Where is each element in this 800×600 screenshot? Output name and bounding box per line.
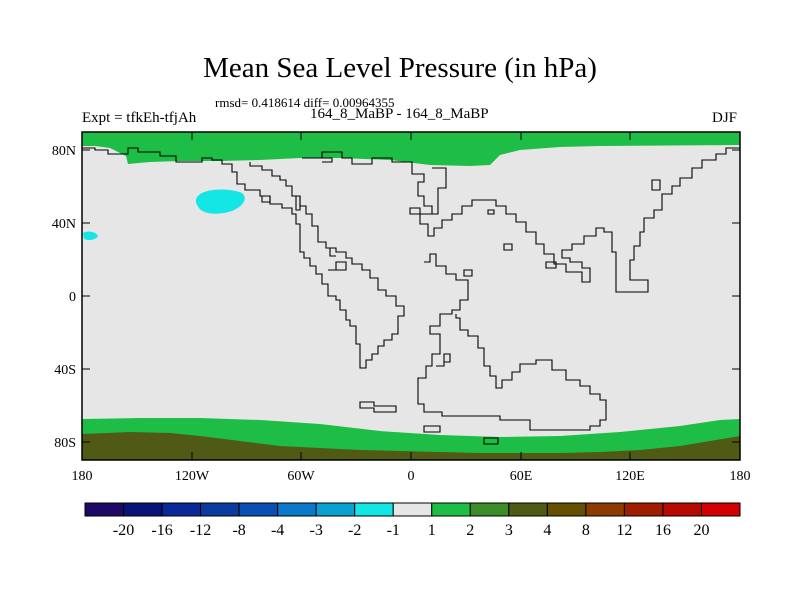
colorbar-label: 20 (693, 522, 709, 539)
north-positive-region (82, 132, 740, 166)
colorbar-label: -20 (113, 522, 134, 539)
map-panel: 80N 40N 0 40S 80S 180 120W 60W 0 60E 120… (52, 131, 751, 484)
colorbar-swatch (392, 502, 433, 517)
colorbar-swatch (508, 502, 548, 517)
colorbar-swatch (469, 502, 510, 517)
colorbar-swatch (84, 502, 125, 517)
x-tick-label: 120E (615, 469, 645, 484)
colorbar-swatch (662, 502, 702, 517)
colorbar-label: -4 (271, 522, 284, 539)
map-background (82, 132, 740, 460)
x-tick-label: 60E (510, 469, 533, 484)
y-tick-label: 0 (69, 290, 76, 305)
colorbar-label: 12 (616, 522, 632, 539)
comparison-label: 164_8_MaBP - 164_8_MaBP (310, 106, 489, 122)
colorbar-swatch (161, 502, 202, 517)
y-tick-label: 80S (54, 436, 76, 451)
colorbar-label: -12 (190, 522, 211, 539)
x-tick-label: 60W (287, 469, 315, 484)
colorbar-label: 4 (543, 522, 551, 539)
pacific-negative-region (195, 189, 245, 214)
colorbar-label: -3 (310, 522, 323, 539)
colorbar-swatch (200, 502, 240, 517)
colorbar-label: -8 (232, 522, 245, 539)
colorbar-swatch (546, 502, 587, 517)
colorbar-swatch (431, 502, 471, 517)
map-title: Mean Sea Level Pressure (in hPa) (203, 52, 597, 84)
colorbar-label: 8 (582, 522, 590, 539)
x-tick-label: 180 (730, 469, 751, 484)
colorbar-swatch (238, 502, 279, 517)
colorbar-swatch (277, 502, 317, 517)
coastlines (82, 147, 740, 445)
y-tick-label: 40N (52, 217, 76, 232)
colorbar-label: 2 (466, 522, 474, 539)
colorbar (84, 502, 741, 517)
y-axis (82, 149, 740, 443)
south-strong-positive-region (82, 432, 740, 460)
colorbar-label: -1 (387, 522, 400, 539)
stats-label: rmsd= 0.418614 diff= 0.00964355 (215, 95, 395, 110)
x-tick-label: 180 (72, 469, 93, 484)
x-tick-label: 120W (175, 469, 210, 484)
experiment-label: Expt = tfkEh-tfjAh (82, 110, 197, 126)
colorbar-swatch (623, 502, 664, 517)
colorbar-swatch (700, 502, 741, 517)
x-tick-label: 0 (408, 469, 415, 484)
small-positive-spot (723, 141, 729, 145)
colorbar-labels: -20 -16 -12 -8 -4 -3 -2 -1 1 2 3 4 8 12 16 20 (113, 522, 710, 539)
season-label: DJF (712, 110, 738, 126)
small-negative-region (83, 231, 98, 240)
colorbar-swatch (354, 502, 394, 517)
colorbar-swatch (585, 502, 625, 517)
y-tick-label: 40S (54, 363, 76, 378)
y-tick-label: 80N (52, 144, 76, 159)
colorbar-label: 16 (655, 522, 671, 539)
colorbar-swatch (123, 502, 163, 517)
colorbar-label: 1 (428, 522, 436, 539)
colorbar-swatch (315, 502, 356, 517)
colorbar-label: 3 (505, 522, 513, 539)
colorbar-label: -2 (348, 522, 361, 539)
colorbar-label: -16 (151, 522, 172, 539)
x-axis (81, 132, 741, 460)
